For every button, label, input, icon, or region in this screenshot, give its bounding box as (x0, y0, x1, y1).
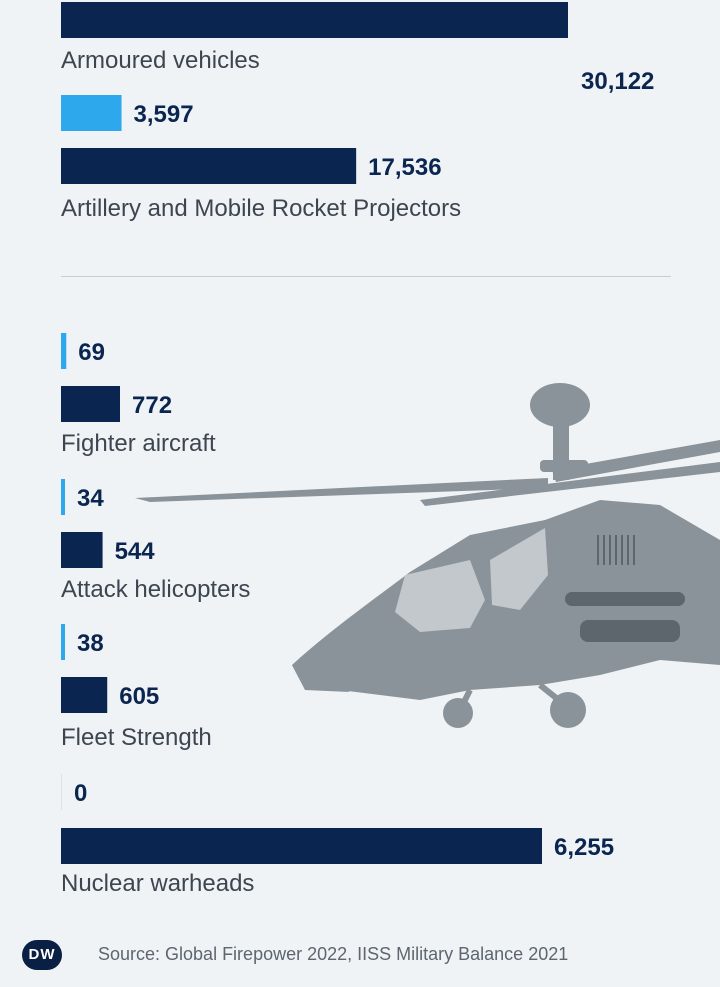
bar-5 (61, 479, 65, 515)
section-divider (61, 276, 671, 277)
bar-value-label-1: 3,597 (134, 101, 194, 128)
helicopter-weapon-pod (565, 592, 685, 606)
bar-10 (61, 828, 542, 864)
footer: DW Source: Global Firepower 2022, IISS M… (22, 938, 702, 974)
bar-value-label-4: 772 (132, 392, 172, 419)
helicopter-rotor-left (135, 478, 548, 502)
category-label-attack-helicopters: Attack helicopters (61, 576, 251, 603)
bar-value-label-0: 30,122 (581, 68, 654, 95)
bar-1 (61, 95, 122, 131)
bar-6 (61, 532, 103, 568)
helicopter-wheel-front (443, 698, 473, 728)
bar-value-label-7: 38 (77, 630, 104, 657)
helicopter-wheel-rear (550, 692, 586, 728)
category-label-nuclear-warheads: Nuclear warheads (61, 870, 255, 897)
bar-0 (61, 2, 568, 38)
bar-value-label-6: 544 (115, 538, 156, 565)
category-label-artillery: Artillery and Mobile Rocket Projectors (61, 195, 462, 222)
bar-value-label-2: 17,536 (368, 154, 441, 181)
helicopter-canopy (395, 560, 485, 632)
bar-4 (61, 386, 120, 422)
bar-9 (61, 774, 62, 810)
dw-logo: DW (22, 940, 62, 970)
bar-value-label-9: 0 (74, 780, 87, 807)
category-label-fleet-strength: Fleet Strength (61, 724, 212, 751)
bar-3 (61, 333, 67, 369)
source-note: Source: Global Firepower 2022, IISS Mili… (98, 944, 569, 964)
helicopter-rotor-right (552, 440, 720, 482)
helicopter-rotor-lower (420, 462, 720, 506)
bar-value-label-10: 6,255 (554, 834, 614, 861)
bar-2 (61, 148, 357, 184)
category-label-fighter-aircraft: Fighter aircraft (61, 430, 216, 457)
bar-value-label-8: 605 (119, 683, 159, 710)
bar-8 (61, 677, 108, 713)
bar-value-label-5: 34 (77, 485, 104, 512)
bar-7 (61, 624, 65, 660)
category-label-armoured-vehicles: Armoured vehicles (61, 47, 260, 74)
helicopter-mast-sight (530, 383, 590, 427)
bar-value-label-3: 69 (78, 339, 105, 366)
